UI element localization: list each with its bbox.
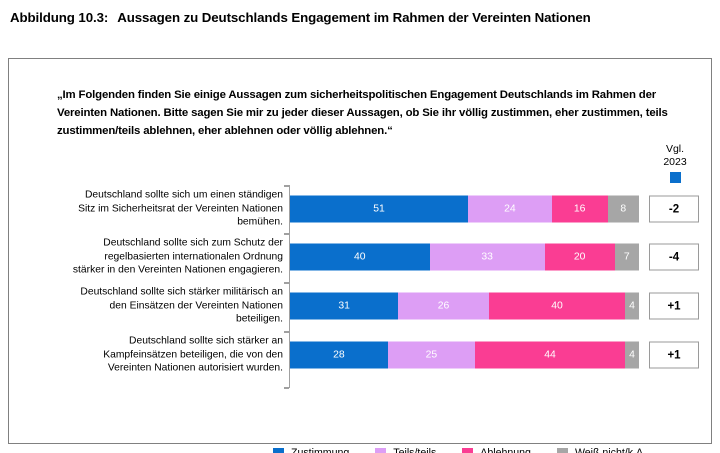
figure-title: Abbildung 10.3: Aussagen zu Deutschlands… bbox=[10, 8, 710, 27]
axis-tick bbox=[284, 233, 289, 235]
bar-segment-ablehnung: 40 bbox=[488, 292, 626, 320]
chart-card: „Im Folgenden finden Sie einige Aussagen… bbox=[8, 58, 713, 453]
legend-swatch-icon bbox=[462, 447, 474, 453]
comparison-header-swatch bbox=[669, 171, 681, 183]
axis-tick bbox=[284, 185, 289, 187]
row-label-line: Vereinten Nationen autorisiert wurden. bbox=[107, 362, 283, 374]
table-row: Deutschland sollte sich stärker an Kampf… bbox=[9, 331, 713, 379]
legend-label: Zustimmung bbox=[291, 447, 350, 453]
plot-area: Deutschland sollte sich um einen ständig… bbox=[9, 185, 713, 390]
bar-segment-teils: 26 bbox=[398, 292, 489, 320]
legend-swatch-icon bbox=[556, 447, 568, 453]
comparison-value-box: +1 bbox=[649, 292, 699, 320]
row-label-line: stärker in den Vereinten Nationen engagi… bbox=[72, 264, 283, 276]
comparison-value-box: +1 bbox=[649, 341, 699, 369]
axis-tick bbox=[284, 387, 289, 389]
stacked-bar: 28 25 44 4 bbox=[290, 341, 639, 369]
axis-tick bbox=[284, 331, 289, 333]
question-text: „Im Folgenden finden Sie einige Aussagen… bbox=[57, 89, 668, 138]
row-label-line: Kampfeinsätzen beteiligen, die von den bbox=[103, 349, 283, 361]
bar-segment-weiss-nicht: 4 bbox=[625, 341, 639, 369]
legend-label: Ablehnung bbox=[480, 447, 531, 453]
comparison-value-box: -4 bbox=[649, 243, 699, 271]
table-row: Deutschland sollte sich zum Schutz der r… bbox=[9, 233, 713, 281]
axis-tick bbox=[284, 282, 289, 284]
bar-segment-weiss-nicht: 7 bbox=[614, 243, 639, 271]
row-label: Deutschland sollte sich stärker an Kampf… bbox=[37, 335, 283, 376]
figure-number-label: Abbildung 10.3: bbox=[10, 10, 109, 25]
comparison-column-header: Vgl. 2023 bbox=[645, 143, 705, 183]
row-label-line: den Einsätzen der Vereinten Nationen bbox=[109, 300, 283, 312]
bar-segment-ablehnung: 44 bbox=[474, 341, 626, 369]
legend-item-teils-teils: Teils/teils bbox=[375, 447, 436, 453]
legend-item-zustimmung: Zustimmung bbox=[273, 447, 349, 453]
legend-label: Teils/teils bbox=[393, 447, 437, 453]
legend-item-weiss-nicht: Weiß nicht/k.A. bbox=[556, 447, 646, 453]
bar-segment-zustimmung: 28 bbox=[290, 341, 388, 369]
legend-item-ablehnung: Ablehnung bbox=[462, 447, 531, 453]
bar-segment-ablehnung: 16 bbox=[551, 195, 608, 223]
row-label-line: Deutschland sollte sich zum Schutz der bbox=[103, 237, 283, 249]
bar-segment-ablehnung: 20 bbox=[544, 243, 615, 271]
stacked-bar: 40 33 20 7 bbox=[290, 243, 639, 271]
bar-segment-teils: 33 bbox=[429, 243, 545, 271]
row-label: Deutschland sollte sich stärker militäri… bbox=[37, 286, 283, 327]
category-axis-line bbox=[288, 185, 290, 388]
row-label-line: regelbasierten internationalen Ordnung bbox=[104, 251, 283, 263]
row-label-line: Deutschland sollte sich stärker militäri… bbox=[80, 286, 283, 298]
bar-segment-teils: 25 bbox=[387, 341, 475, 369]
legend-swatch-icon bbox=[375, 447, 387, 453]
row-label: Deutschland sollte sich zum Schutz der r… bbox=[37, 237, 283, 278]
row-label-line: Sitz im Sicherheitsrat der Vereinten Nat… bbox=[78, 203, 283, 215]
row-label-line: Deutschland sollte sich um einen ständig… bbox=[84, 189, 283, 201]
legend-swatch-icon bbox=[273, 447, 284, 453]
row-label-line: beteiligen. bbox=[236, 313, 283, 325]
comparison-header-line1: Vgl. bbox=[665, 143, 685, 155]
stacked-bar: 31 26 40 4 bbox=[290, 292, 639, 320]
bar-segment-zustimmung: 31 bbox=[290, 292, 399, 320]
comparison-header-line2: 2023 bbox=[663, 155, 687, 168]
legend-label: Weiß nicht/k.A. bbox=[574, 447, 646, 453]
bar-segment-zustimmung: 51 bbox=[290, 195, 468, 223]
figure-title-text: Aussagen zu Deutschlands Engagement im R… bbox=[117, 10, 591, 25]
bar-segment-weiss-nicht: 8 bbox=[607, 195, 639, 223]
comparison-value-box: -2 bbox=[649, 195, 699, 223]
table-row: Deutschland sollte sich um einen ständig… bbox=[9, 185, 713, 233]
chart-legend: Zustimmung Teils/teils Ablehnung Weiß ni… bbox=[273, 447, 672, 453]
row-label-line: Deutschland sollte sich stärker an bbox=[129, 335, 283, 347]
row-label: Deutschland sollte sich um einen ständig… bbox=[37, 189, 283, 230]
stacked-bar: 51 24 16 8 bbox=[290, 195, 639, 223]
bar-segment-zustimmung: 40 bbox=[290, 243, 430, 271]
row-label-line: bemühen. bbox=[237, 216, 283, 228]
bar-segment-weiss-nicht: 4 bbox=[625, 292, 639, 320]
table-row: Deutschland sollte sich stärker militäri… bbox=[9, 282, 713, 330]
bar-segment-teils: 24 bbox=[467, 195, 552, 223]
